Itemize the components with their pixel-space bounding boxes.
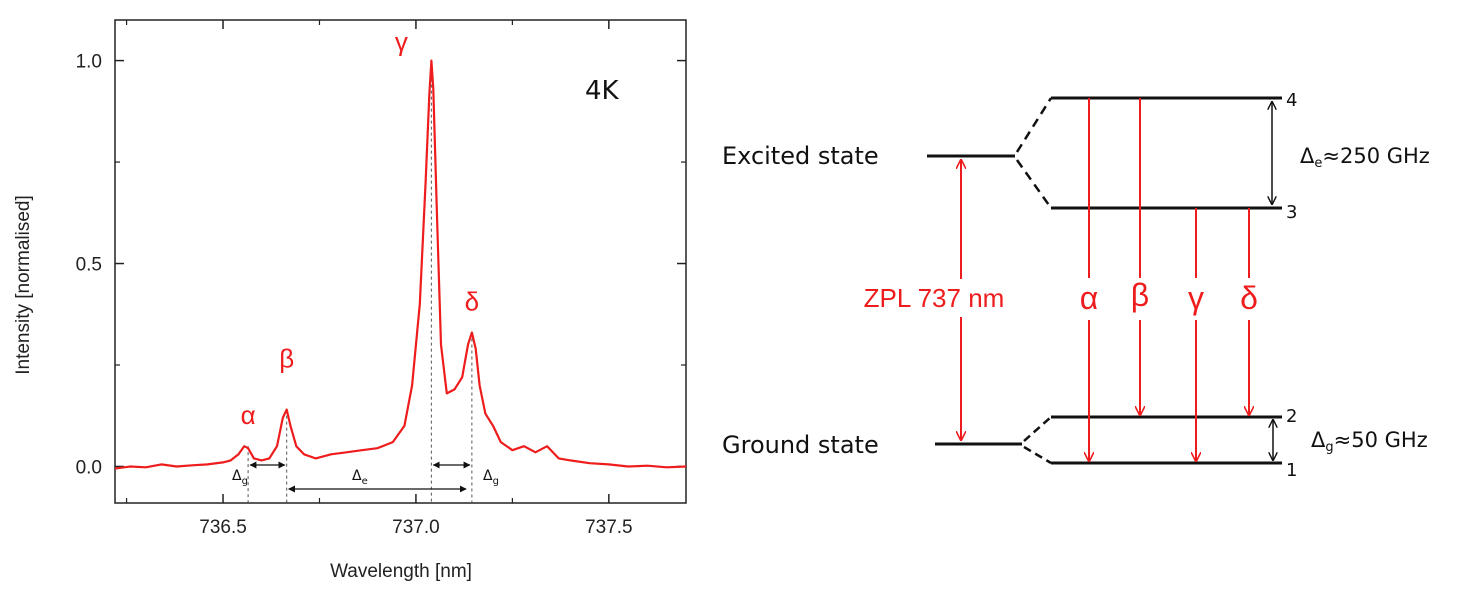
transition-gamma-label: γ: [1188, 280, 1204, 316]
excited-state-label: Excited state: [722, 142, 879, 170]
y-axis: 0.0 0.5 1.0: [76, 52, 686, 478]
plot-frame: [114, 19, 687, 504]
x-tick-label: 737.5: [585, 517, 633, 538]
x-axis-label: Wavelength [nm]: [330, 561, 472, 582]
peak-label: δ: [465, 287, 479, 317]
excited-split-upper: [1015, 97, 1053, 153]
zpl-label: ZPL 737 nm: [864, 283, 1005, 313]
ground-split-lower: [1023, 445, 1052, 465]
x-tick-label: 736.5: [199, 517, 247, 538]
zpl-label-bg: [853, 279, 1015, 317]
delta-label-bg: [1231, 278, 1267, 320]
peak-label: γ: [395, 27, 408, 57]
level-2-label: 2: [1286, 406, 1297, 427]
beta-label-bg: [1122, 278, 1158, 320]
x-tick-label: 737.0: [392, 517, 440, 538]
level-4-label: 4: [1286, 90, 1297, 111]
x-axis: 736.5 737.0 737.5: [125, 20, 633, 538]
spectrum-chart: 736.5 737.0 737.5 0.0 0.5 1.0 αβ γ δ 4K Wavele…: [13, 19, 687, 582]
y-axis-label: Intensity [normalised]: [13, 195, 34, 375]
spectrum-series-line: [115, 59, 686, 470]
delta-e-label: Δe: [352, 468, 368, 487]
transition-alpha-label: α: [1080, 280, 1099, 316]
delta-g-splitting-label: Δg≈50 GHz: [1311, 428, 1428, 455]
delta-g-left-label: Δg: [232, 468, 248, 487]
peak-labels: αβ γ δ: [241, 27, 480, 431]
ground-state-label: Ground state: [722, 431, 879, 459]
peak-guides: [247, 60, 473, 503]
peak-label: β: [279, 344, 294, 374]
level-1-label: 1: [1286, 460, 1297, 481]
alpha-label-bg: [1071, 278, 1107, 320]
transition-beta-label: β: [1131, 277, 1149, 313]
y-tick-label: 0.0: [76, 457, 102, 478]
level-3-label: 3: [1286, 202, 1297, 223]
delta-e-splitting-label: Δe≈250 GHz: [1300, 144, 1430, 171]
peak-label: α: [241, 400, 256, 430]
transition-delta-label: δ: [1240, 280, 1258, 316]
y-tick-label: 0.5: [76, 255, 102, 276]
gamma-label-bg: [1178, 278, 1214, 320]
temperature-label: 4K: [585, 76, 620, 106]
delta-g-right-label: Δg: [483, 468, 499, 487]
ground-split-upper: [1023, 416, 1052, 442]
y-tick-label: 1.0: [76, 52, 102, 73]
energy-level-diagram: Excited state Ground state 4 3 2 1 ZPL 7…: [722, 90, 1430, 481]
excited-split-lower: [1015, 159, 1053, 209]
